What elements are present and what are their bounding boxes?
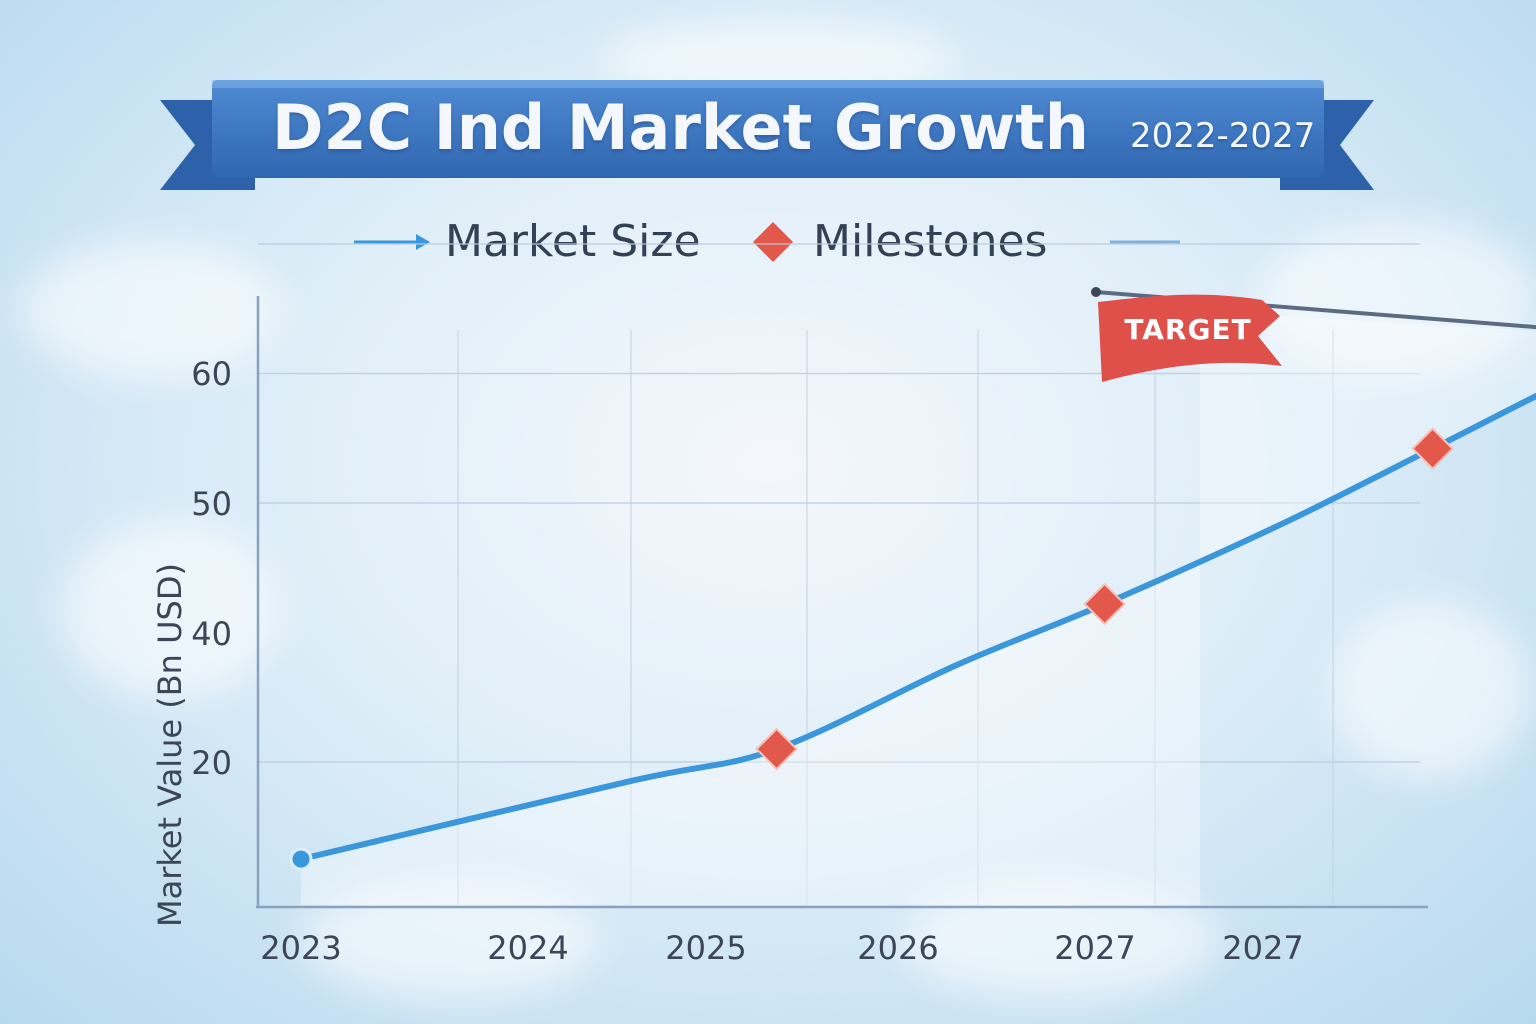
background-cloud [1260, 220, 1536, 380]
x-tick-label: 2024 [487, 929, 569, 967]
y-tick-label: 60 [191, 355, 232, 393]
market-size-line [298, 392, 1536, 863]
legend-label-milestones: Milestones [813, 216, 1048, 267]
milestone-marker [1083, 582, 1127, 626]
target-flag [1098, 294, 1282, 382]
legend-label-market-size: Market Size [445, 216, 701, 267]
y-tick-label: 40 [191, 615, 232, 653]
market-size-area-fill [301, 311, 1536, 905]
target-flag-pole-cap [1091, 287, 1101, 297]
legend-arrow-icon [416, 234, 430, 250]
milestone-marker [1411, 427, 1455, 471]
x-tick-label: 2026 [857, 929, 939, 967]
background-cloud [1330, 600, 1530, 780]
banner-highlight [212, 80, 1324, 88]
background-cloud [900, 880, 1220, 1000]
background-cloud [60, 520, 280, 700]
x-tick-label: 2027 [1222, 929, 1304, 967]
x-tick-label: 2023 [260, 929, 342, 967]
chart-subtitle: 2022-2027 [1130, 116, 1316, 156]
legend-markers [354, 222, 1180, 262]
background-cloud [300, 880, 600, 1000]
data-point [289, 847, 313, 871]
x-tick-label: 2025 [665, 929, 747, 967]
x-tick-label: 2027 [1054, 929, 1136, 967]
target-flag-label: TARGET [1124, 313, 1252, 346]
title-banner: D2C Ind Market Growth 2022-2027 [0, 0, 1536, 210]
chart-title: D2C Ind Market Growth [272, 91, 1089, 164]
background-cloud [20, 240, 280, 380]
y-axis-label: Market Value (Bn USD) [151, 563, 189, 927]
legend-diamond-icon [753, 222, 793, 262]
y-tick-label: 20 [191, 744, 232, 782]
y-tick-label: 50 [191, 485, 232, 523]
banner-body [212, 80, 1324, 178]
banner-ribbon [160, 80, 1374, 190]
milestone-marker [755, 727, 799, 771]
